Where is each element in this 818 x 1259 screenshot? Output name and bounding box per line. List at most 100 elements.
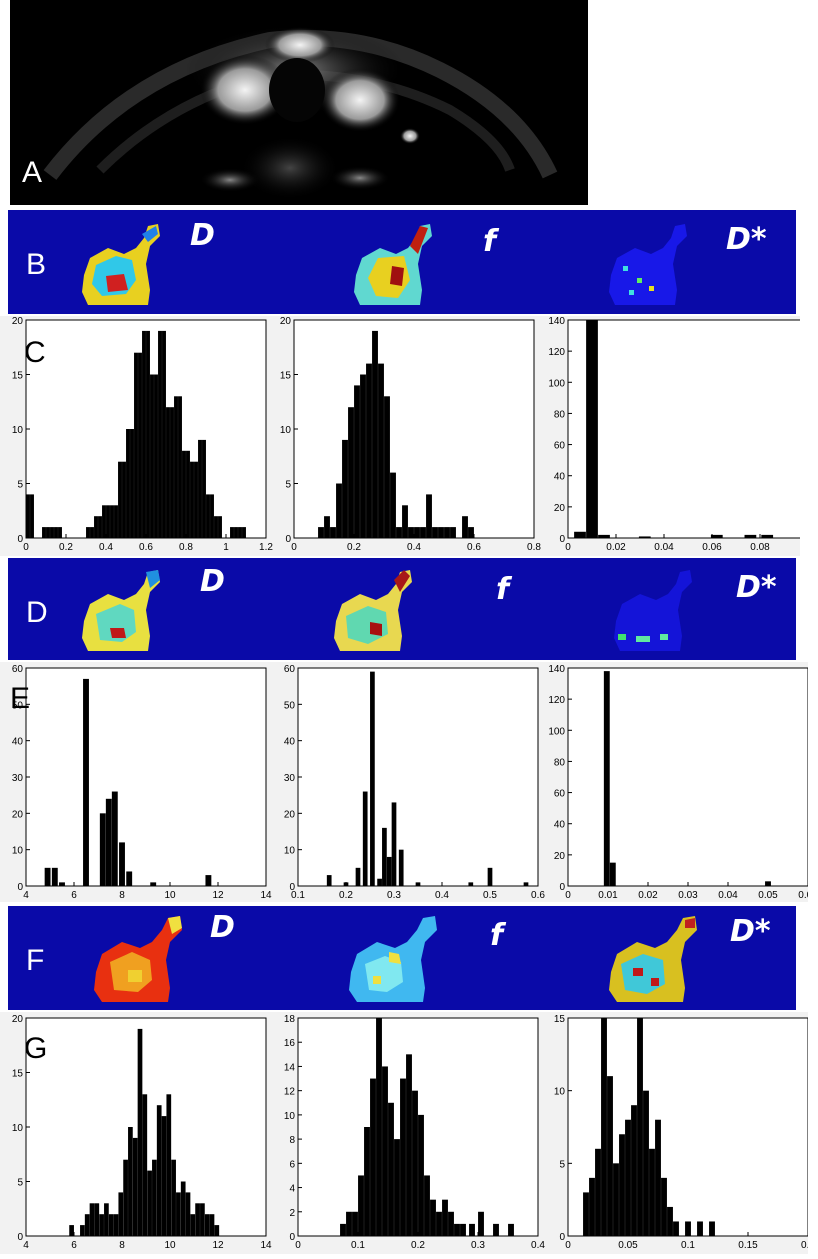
x-tick-label: 0.5 bbox=[483, 890, 497, 901]
histogram-bar bbox=[113, 1214, 119, 1236]
histogram-bar bbox=[44, 867, 51, 886]
x-tick-label: 0.2 bbox=[59, 542, 73, 553]
param-label-f: f bbox=[490, 918, 504, 953]
histogram-bar bbox=[59, 882, 65, 886]
x-tick-label: 0.15 bbox=[738, 1240, 758, 1251]
x-tick-label: 4 bbox=[23, 890, 29, 901]
histogram-bar bbox=[54, 527, 58, 538]
histogram-bar bbox=[242, 527, 246, 538]
histogram-bar bbox=[637, 1018, 643, 1236]
y-tick-label: 20 bbox=[12, 809, 24, 820]
histogram-bar bbox=[99, 813, 106, 886]
histogram-G-D: 4 6 8 10 12 14 0 5 10 15 20 bbox=[12, 1014, 272, 1251]
histogram-bar bbox=[454, 1223, 460, 1236]
y-tick-label: 20 bbox=[12, 1014, 24, 1025]
histogram-bar bbox=[638, 536, 651, 538]
histogram-bar bbox=[346, 1211, 352, 1236]
histogram-bar bbox=[370, 671, 375, 886]
histogram-bar bbox=[609, 862, 616, 886]
histogram-bar bbox=[200, 1203, 205, 1236]
plot-area bbox=[25, 319, 267, 539]
histogram-bar bbox=[230, 527, 234, 538]
y-tick-label: 5 bbox=[285, 480, 291, 491]
histogram-bar bbox=[448, 1211, 454, 1236]
histogram-bar bbox=[390, 472, 396, 538]
histogram-bar bbox=[661, 1177, 667, 1236]
histogram-bar bbox=[126, 871, 133, 886]
y-tick-label: 60 bbox=[12, 664, 24, 675]
x-tick-label: 0 bbox=[565, 890, 571, 901]
histogram-bar bbox=[130, 429, 134, 538]
histogram-bar bbox=[80, 1225, 85, 1236]
histogram-bar bbox=[132, 1137, 138, 1236]
histogram-bar bbox=[108, 1214, 114, 1236]
y-tick-label: 100 bbox=[548, 726, 565, 737]
parameter-map-strip-B: B D f D* bbox=[8, 210, 796, 314]
histogram-bar bbox=[171, 1159, 176, 1236]
histogram-bar bbox=[744, 534, 757, 538]
histogram-bar bbox=[619, 1134, 625, 1236]
histogram-bar bbox=[86, 527, 90, 538]
y-tick-label: 40 bbox=[284, 737, 296, 748]
x-tick-label: 0.8 bbox=[527, 542, 541, 553]
histogram-bar bbox=[667, 1206, 673, 1236]
label-D: D bbox=[26, 596, 48, 629]
histogram-bar bbox=[185, 1192, 191, 1236]
histogram-bar bbox=[326, 875, 332, 886]
histogram-bar bbox=[209, 1214, 215, 1236]
label-B: B bbox=[26, 248, 47, 281]
histogram-bar bbox=[493, 1223, 499, 1236]
histogram-bar bbox=[142, 1094, 148, 1236]
histogram-bar bbox=[761, 534, 774, 538]
histogram-bar bbox=[391, 802, 397, 886]
histogram-C-D: 0 0.2 0.4 0.6 0.8 1 1.2 0 5 10 15 20 bbox=[12, 316, 274, 553]
histogram-bar bbox=[625, 1119, 631, 1236]
y-tick-label: 0 bbox=[17, 882, 23, 893]
y-tick-label: 0 bbox=[285, 534, 291, 545]
x-tick-label: 0.01 bbox=[598, 890, 618, 901]
histogram-bar bbox=[631, 1105, 637, 1236]
histogram-bar bbox=[118, 1192, 124, 1236]
histogram-bar bbox=[613, 1163, 619, 1236]
histogram-bar bbox=[396, 527, 402, 538]
histogram-row-E: 4 6 8 10 12 14 0 10 20 30 40 50 60 0.1 0.2 0.3 0.4 0.5 0.… bbox=[0, 662, 818, 902]
plot-area bbox=[567, 319, 809, 539]
y-tick-label: 10 bbox=[554, 1087, 566, 1098]
label-A: A bbox=[22, 156, 43, 189]
y-tick-label: 50 bbox=[284, 700, 296, 711]
y-tick-label: 120 bbox=[548, 347, 565, 358]
y-tick-label: 10 bbox=[284, 846, 296, 857]
y-tick-label: 60 bbox=[284, 664, 296, 675]
y-tick-label: 20 bbox=[284, 809, 296, 820]
y-tick-label: 10 bbox=[12, 1123, 24, 1134]
histogram-bar bbox=[174, 396, 178, 538]
histogram-bar bbox=[214, 516, 218, 538]
y-tick-label: 2 bbox=[289, 1208, 295, 1219]
histogram-bar bbox=[414, 527, 420, 538]
histogram-bar bbox=[352, 1211, 358, 1236]
x-tick-label: 12 bbox=[212, 890, 224, 901]
histogram-E-f: 0.1 0.2 0.3 0.4 0.5 0.6 0 10 20 30 40 50 60 bbox=[284, 664, 546, 901]
label-E: E bbox=[10, 682, 31, 715]
y-tick-label: 10 bbox=[280, 425, 292, 436]
histogram-bar bbox=[340, 1223, 346, 1236]
histogram-bar bbox=[180, 1181, 186, 1236]
y-tick-label: 8 bbox=[289, 1135, 295, 1146]
histogram-bar bbox=[442, 1199, 448, 1236]
x-tick-label: 12 bbox=[212, 1240, 224, 1251]
histogram-bar bbox=[166, 1094, 172, 1236]
plot-area bbox=[297, 1017, 539, 1237]
y-tick-label: 20 bbox=[554, 851, 566, 862]
histogram-bar bbox=[105, 798, 112, 886]
histogram-bar bbox=[673, 1221, 679, 1236]
y-tick-label: 10 bbox=[12, 425, 24, 436]
histogram-bar bbox=[607, 1076, 613, 1236]
label-G: G bbox=[24, 1032, 48, 1065]
y-tick-label: 60 bbox=[554, 441, 566, 452]
histogram-bar bbox=[98, 516, 102, 538]
histogram-bar bbox=[402, 505, 408, 538]
histogram-bar bbox=[126, 429, 130, 538]
histogram-bar bbox=[214, 1225, 220, 1236]
histogram-bar bbox=[205, 875, 212, 886]
histogram-bar bbox=[342, 439, 348, 538]
